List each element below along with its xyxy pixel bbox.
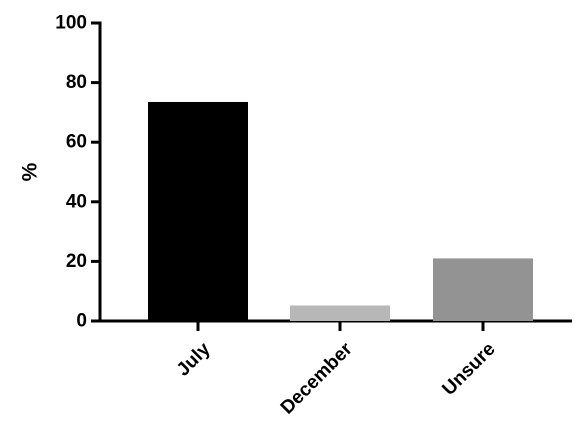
bars [148, 101, 533, 321]
y-axis: 0 20 40 60 80 100 % [19, 13, 102, 332]
y-tick-label: 60 [66, 132, 87, 153]
bar-july [148, 101, 248, 321]
x-tick-label: July [173, 338, 215, 380]
x-tick-label: December [277, 338, 357, 418]
y-axis-title: % [19, 162, 42, 181]
y-tick-label: 100 [55, 13, 87, 34]
y-tick-label: 0 [76, 311, 87, 332]
y-tick-label: 80 [66, 72, 87, 93]
y-tick-label: 40 [66, 191, 87, 212]
x-axis: July December Unsure [98, 319, 572, 419]
y-ticks: 0 20 40 60 80 100 [55, 13, 100, 332]
y-tick-label: 20 [66, 251, 87, 272]
x-tick-label: Unsure [438, 339, 499, 400]
x-ticks: July December Unsure [173, 321, 500, 419]
bar-december [290, 305, 390, 321]
bar-unsure [433, 258, 533, 321]
